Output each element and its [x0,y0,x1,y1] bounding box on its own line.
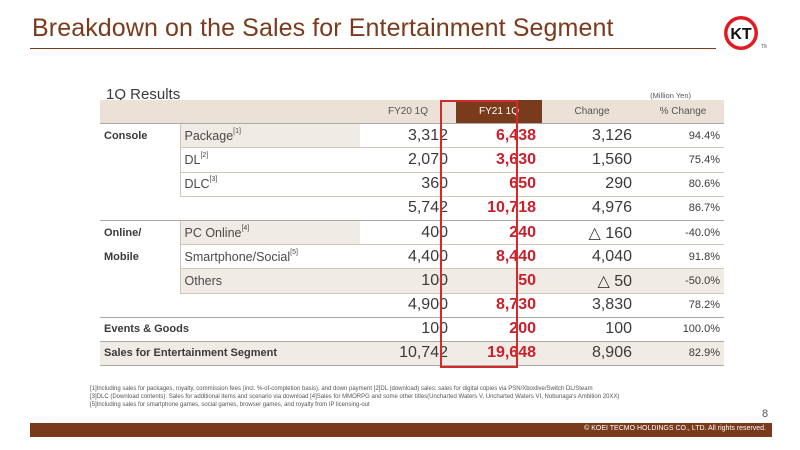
footer-bar: © KOEI TECMO HOLDINGS CO., LTD. All righ… [30,423,772,437]
fy21-value: 240 [456,219,542,245]
footnote-line: [3]DLC (Download contents): Sales for ad… [90,394,620,401]
item-label: Others [179,268,360,293]
pct-change-value: 78.2% [642,292,724,318]
fy21-value: 200 [456,316,542,342]
pct-change-value: 86.7% [642,195,724,221]
col-header-fy21: FY21 1Q [456,100,542,124]
fy21-value: 50 [456,268,542,293]
footnotes: [1]Including sales for packages, royalty… [90,385,720,410]
page-title: Breakdown on the Sales for Entertainment… [32,14,614,42]
col-header-pct-change: % Change [659,106,707,118]
col-header-change: Change [574,106,610,118]
fy20-value: 400 [360,219,456,245]
group-label: Events & Goods [100,316,360,342]
group-label: Online/ [100,219,180,245]
fy21-value: 8,730 [456,292,542,318]
fy20-value: 2,070 [360,147,456,173]
footnote-ref: [1] [233,127,241,135]
footnote-line: [1]Including sales for packages, royalty… [90,386,593,392]
group-label [100,172,180,196]
table-row: Mobile Smartphone/Social[5] 4,400 8,440 … [100,244,724,269]
kt-logo: KT TM [724,16,767,50]
change-value: 3,830 [542,292,642,318]
fy20-value: 5,742 [360,195,456,221]
page-number: 8 [762,408,769,420]
header-empty-2 [180,100,360,124]
group-label [100,293,180,317]
footnote-ref: [5] [290,248,298,256]
pct-change-value: 80.6% [642,171,724,197]
footnote-line: [5]Including sales for smartphone games,… [90,402,370,409]
change-value: 100 [542,316,642,342]
fy20-value: 100 [360,316,456,342]
fy20-value: 10,742 [360,340,456,367]
change-value: △ 50 [542,268,642,293]
results-table: FY20 1Q FY21 1Q Change % Change Console … [100,100,724,367]
table-row: DL[2] 2,070 3,630 1,560 75.4% [100,147,724,173]
change-value: 3,126 [542,123,642,148]
pct-change-value: 82.9% [642,340,724,367]
copyright-text: © KOEI TECMO HOLDINGS CO., LTD. All righ… [584,425,766,432]
item-label [180,292,360,318]
table-row: DLC[3] 360 650 290 80.6% [100,171,724,197]
change-value: 1,560 [542,147,642,173]
item-label: DL[2] [179,147,360,173]
group-label [100,269,180,293]
pct-change-value: 91.8% [642,244,724,269]
table-row-subtotal: 5,742 10,718 4,976 86.7% [100,195,724,221]
table-row-total: Sales for Entertainment Segment 10,742 1… [100,340,724,367]
change-value: 4,976 [542,195,642,221]
fy20-value: 4,400 [360,244,456,269]
item-label: Package[1] [179,123,360,148]
col-header-fy20: FY20 1Q [387,106,429,118]
fy21-value: 6,438 [456,123,542,148]
fy21-value: 10,718 [456,195,542,221]
pct-change-value: -50.0% [642,268,724,293]
fy21-value: 650 [456,171,542,197]
table-header-row: FY20 1Q FY21 1Q Change % Change [100,100,724,124]
item-label [180,195,360,221]
logo-tm: TM [761,44,767,50]
pct-change-value: 75.4% [642,147,724,173]
change-value: △ 160 [542,219,642,245]
fy20-value: 100 [360,268,456,293]
fy21-value: 8,440 [456,244,542,269]
table-row: Online/ PC Online[4] 400 240 △ 160 -40.0… [100,219,724,245]
fy20-value: 4,900 [360,292,456,318]
change-value: 8,906 [542,340,642,367]
fy21-value: 3,630 [456,147,542,173]
group-label [100,196,180,220]
item-label: Smartphone/Social[5] [179,244,360,269]
title-rule [30,48,716,49]
table-row-subtotal: 4,900 8,730 3,830 78.2% [100,292,724,318]
pct-change-value: 94.4% [642,123,724,148]
footnote-ref: [3] [209,176,218,184]
item-label: PC Online[4] [179,219,360,245]
change-value: 4,040 [542,244,642,269]
logo-text: KT [730,26,752,43]
table-row: Events & Goods 100 200 100 100.0% [100,316,724,342]
section-subtitle: 1Q Results [106,86,181,103]
pct-change-value: -40.0% [642,219,724,245]
group-label: Console [100,123,180,148]
group-label: Mobile [104,250,139,263]
item-label: DLC[3] [179,171,360,197]
group-label: Sales for Entertainment Segment [100,340,360,367]
header-empty-1 [100,100,180,124]
table-row: Others 100 50 △ 50 -50.0% [100,268,724,293]
fy20-value: 3,312 [360,123,456,148]
fy21-value: 19,648 [456,340,542,367]
footnote-ref: [2] [200,151,209,159]
table-row: Console Package[1] 3,312 6,438 3,126 94.… [100,123,724,148]
group-label [100,148,180,172]
change-value: 290 [542,171,642,197]
unit-label: (Million Yen) [650,91,691,100]
pct-change-value: 100.0% [642,316,724,342]
fy20-value: 360 [360,171,456,197]
footnote-ref: [4] [241,224,250,232]
